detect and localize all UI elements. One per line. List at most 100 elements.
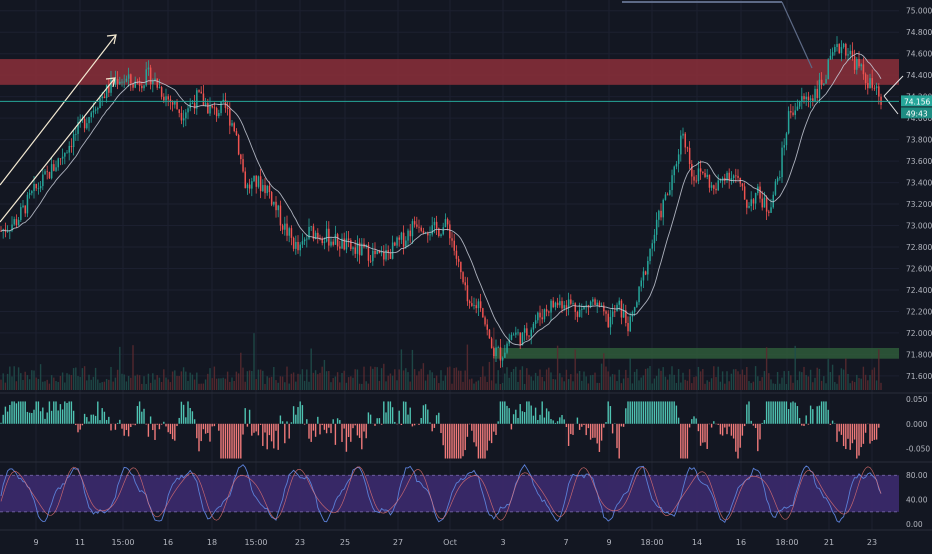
candle-body	[698, 168, 700, 181]
volume-bar	[390, 374, 391, 390]
candle-body	[104, 97, 106, 98]
candle-body	[803, 96, 805, 99]
candle-body	[258, 176, 260, 187]
macd-bar	[73, 411, 74, 424]
candle-body	[480, 301, 482, 308]
volume-bar	[814, 378, 815, 390]
candle-body	[685, 134, 687, 148]
candle-body	[542, 317, 544, 319]
volume-bar	[517, 382, 518, 390]
candle-body	[454, 241, 456, 251]
macd-bar	[810, 406, 811, 424]
macd-bar	[370, 415, 371, 424]
macd-bar	[698, 424, 699, 431]
volume-bar	[733, 369, 734, 390]
candle-body	[161, 87, 163, 97]
volume-bar	[440, 370, 441, 390]
macd-bar	[687, 424, 688, 459]
macd-bar	[726, 424, 727, 434]
macd-bar	[390, 401, 391, 423]
volume-bar	[579, 371, 580, 390]
price-tick-label: 74.800	[906, 28, 932, 37]
time-tick-label: 9	[33, 538, 38, 547]
candle-body	[179, 109, 181, 113]
volume-bar	[544, 381, 545, 390]
macd-bar	[69, 401, 70, 423]
candle-body	[555, 303, 557, 307]
volume-bar	[484, 376, 485, 390]
volume-bar	[3, 373, 4, 390]
macd-bar	[14, 401, 15, 423]
candle-body	[372, 251, 374, 261]
time-tick-label: 15:00	[111, 538, 134, 547]
macd-bar	[399, 411, 400, 424]
candle-body	[456, 251, 458, 259]
volume-bar	[742, 370, 743, 390]
volume-bar	[249, 370, 250, 390]
macd-bar	[856, 424, 857, 459]
candle-body	[590, 302, 592, 307]
volume-bar	[289, 384, 290, 390]
volume-bar	[847, 374, 848, 390]
candle-body	[546, 309, 548, 311]
macd-bar	[693, 416, 694, 423]
volume-bar	[700, 371, 701, 390]
macd-bar	[212, 424, 213, 427]
macd-bar	[553, 420, 554, 423]
macd-bar	[88, 422, 89, 424]
macd-bar	[102, 408, 103, 424]
volume-bar	[346, 383, 347, 390]
candle-body	[638, 286, 640, 302]
macd-bar	[878, 424, 879, 428]
macd-bar	[720, 424, 721, 435]
macd-bar	[275, 424, 276, 431]
volume-bar	[603, 353, 604, 390]
macd-bar	[625, 408, 626, 423]
countdown-text: 49:43	[906, 109, 928, 118]
macd-bar	[504, 401, 505, 423]
candle-body	[658, 211, 660, 220]
macd-bar	[388, 401, 389, 423]
macd-bar	[355, 424, 356, 426]
candle-body	[139, 82, 141, 85]
macd-bar	[328, 424, 329, 428]
candle-body	[242, 159, 244, 171]
volume-bar	[218, 378, 219, 390]
candle-body	[550, 301, 552, 313]
macd-bar	[80, 424, 81, 430]
macd-bar	[652, 401, 653, 423]
macd-bar	[64, 401, 65, 423]
macd-bar	[405, 402, 406, 424]
candle-body	[880, 97, 882, 105]
candle-body	[579, 310, 581, 317]
macd-bar	[236, 424, 237, 459]
macd-bar	[396, 424, 397, 425]
volume-bar	[359, 384, 360, 390]
candle-body	[284, 224, 286, 230]
price-tick-label: 73.000	[906, 222, 932, 231]
candle-body	[702, 172, 704, 173]
candle-body	[29, 193, 31, 195]
volume-bar	[817, 368, 818, 390]
candle-body	[20, 207, 22, 220]
candle-body	[720, 180, 722, 181]
volume-bar	[696, 376, 697, 390]
macd-bar	[117, 423, 118, 424]
candle-body	[498, 347, 500, 348]
volume-bar	[401, 349, 402, 390]
candle-body	[553, 301, 555, 307]
candle-body	[810, 98, 812, 100]
volume-bar	[293, 372, 294, 390]
candle-body	[696, 181, 698, 182]
volume-bar	[874, 367, 875, 390]
candle-body	[18, 220, 20, 225]
volume-bar	[414, 369, 415, 390]
macd-bar	[62, 409, 63, 423]
volume-bar	[165, 378, 166, 390]
candle-body	[467, 285, 469, 301]
candle-body	[471, 303, 473, 306]
volume-bar	[348, 377, 349, 390]
macd-bar	[757, 424, 758, 451]
